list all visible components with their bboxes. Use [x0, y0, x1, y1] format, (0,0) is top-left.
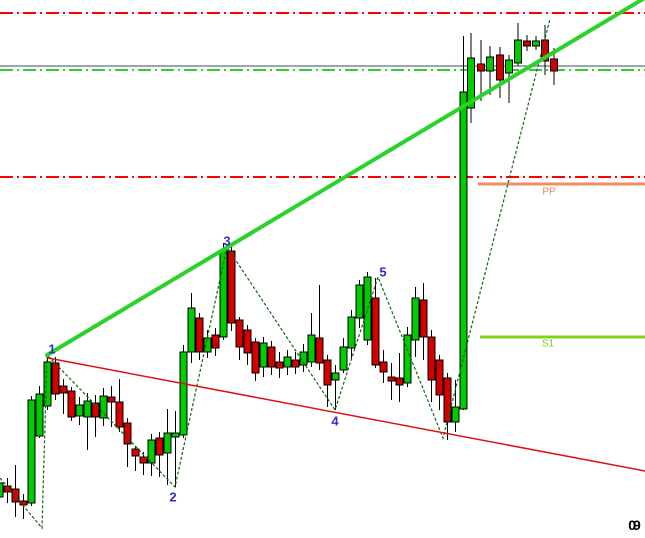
- candle: [67, 387, 76, 421]
- candle: [355, 280, 364, 328]
- wave-label-5: 5: [379, 264, 387, 280]
- downtrend-line: [47, 357, 645, 472]
- candle: [387, 363, 396, 400]
- candlesticks: [0, 23, 558, 519]
- candle: [163, 409, 172, 485]
- candle: [227, 245, 236, 331]
- candle: [243, 325, 252, 365]
- candle: [427, 330, 436, 402]
- candle: [523, 35, 531, 51]
- candle: [123, 418, 132, 467]
- candle: [267, 341, 276, 375]
- candle: [43, 354, 52, 410]
- candle: [477, 40, 485, 101]
- horizontal-levels: [0, 12, 645, 339]
- uptrend-line: [45, 0, 645, 357]
- candle: [11, 465, 20, 517]
- candle: [211, 328, 220, 356]
- candle: [27, 396, 36, 506]
- wave-label-2: 2: [169, 489, 177, 505]
- candle: [514, 23, 522, 66]
- candle: [275, 352, 284, 378]
- candle: [139, 452, 148, 475]
- pivot-label-pp: PP: [542, 186, 556, 198]
- wave-label-4: 4: [331, 413, 339, 429]
- candle: [486, 46, 494, 95]
- candle: [75, 397, 84, 425]
- candle: [155, 432, 164, 477]
- candle: [59, 379, 68, 414]
- time-axis-label: 09: [628, 517, 640, 533]
- candle: [307, 313, 316, 367]
- candle: [107, 386, 116, 427]
- candle: [251, 338, 260, 381]
- candle: [131, 446, 140, 471]
- wave-label-1: 1: [48, 341, 56, 357]
- candle: [339, 338, 348, 373]
- pivot-label-s1: S1: [541, 338, 555, 350]
- candle: [115, 379, 124, 432]
- candle: [395, 353, 404, 402]
- candle: [99, 388, 108, 426]
- candle: [35, 386, 44, 438]
- candle: [259, 337, 268, 377]
- candle: [91, 395, 100, 437]
- candle: [451, 380, 460, 432]
- candle: [347, 310, 356, 360]
- candle: [331, 365, 340, 410]
- candle: [363, 272, 372, 345]
- candle: [171, 411, 180, 487]
- candle: [299, 344, 308, 372]
- candle: [187, 293, 196, 363]
- candle: [467, 33, 475, 123]
- candle: [532, 36, 540, 50]
- candle: [496, 47, 504, 98]
- candle: [235, 317, 244, 360]
- wave-label-3: 3: [223, 233, 231, 249]
- candle: [283, 350, 292, 375]
- candle: [323, 355, 332, 407]
- candle: [0, 482, 4, 498]
- candle: [203, 330, 212, 358]
- candle: [195, 313, 204, 360]
- candle: [379, 350, 388, 383]
- candle: [435, 355, 444, 410]
- candle: [459, 36, 468, 410]
- candle: [411, 287, 420, 357]
- candle: [403, 327, 412, 387]
- candle: [443, 373, 452, 440]
- candle: [83, 393, 92, 450]
- candle: [315, 285, 324, 370]
- candle: [179, 345, 188, 438]
- candle: [371, 278, 380, 368]
- candle: [291, 352, 300, 374]
- candle: [219, 243, 228, 340]
- candle: [147, 434, 156, 476]
- candle: [419, 283, 428, 360]
